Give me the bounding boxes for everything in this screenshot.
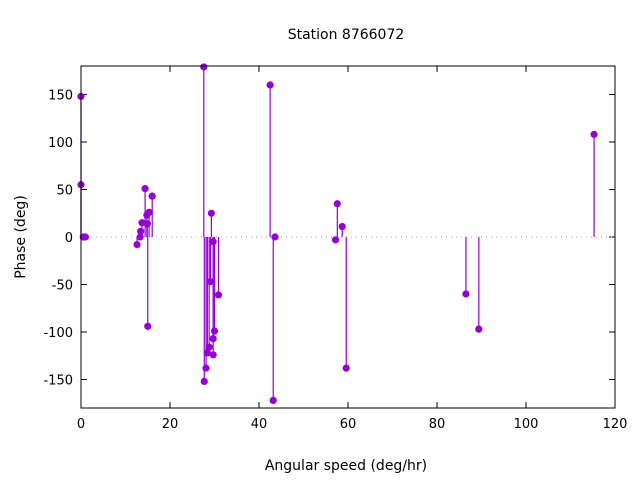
data-point — [210, 327, 219, 335]
data-point — [266, 81, 274, 89]
y-axis-label: Phase (deg) — [13, 195, 29, 279]
x-tick-label: 80 — [429, 417, 446, 432]
data-point — [143, 220, 151, 228]
x-tick-label: 120 — [603, 417, 628, 432]
data-point — [207, 209, 215, 217]
data-point — [209, 351, 217, 359]
data-point — [203, 349, 211, 357]
data-point — [214, 291, 223, 299]
data-point — [133, 241, 141, 249]
y-tick-label: -50 — [52, 279, 73, 294]
data-point — [200, 63, 208, 71]
x-tick-label: 20 — [162, 417, 179, 432]
y-tick-label: -100 — [43, 326, 73, 341]
data-point — [137, 227, 145, 235]
x-tick-label: 60 — [340, 417, 357, 432]
y-tick-label: 0 — [65, 231, 73, 246]
data-point — [209, 238, 217, 246]
data-point — [331, 236, 340, 244]
data-point — [269, 396, 277, 404]
y-tick-label: 50 — [56, 184, 73, 199]
data-point — [136, 233, 144, 241]
chart-title: Station 8766072 — [288, 27, 405, 43]
data-point — [333, 200, 341, 208]
data-point — [141, 184, 149, 193]
x-tick-label: 40 — [251, 417, 268, 432]
plot-frame — [80, 65, 616, 409]
y-tick-label: 150 — [48, 89, 73, 104]
data-point — [81, 233, 90, 241]
x-tick-label: 0 — [77, 417, 85, 432]
data-point — [462, 290, 470, 298]
data-point — [200, 377, 208, 385]
data-point — [271, 233, 279, 241]
data-point — [144, 322, 152, 330]
axis-ticks: 0 20 40 60 80 100 120 -150 -100 -50 0 50 100 150 — [43, 66, 627, 432]
data-point — [138, 219, 146, 227]
y-tick-label: 100 — [48, 136, 73, 151]
data-point — [205, 343, 213, 351]
data-point — [338, 222, 346, 231]
data-point — [209, 335, 217, 343]
data-point — [145, 208, 153, 216]
data-point — [202, 364, 210, 372]
data-point — [475, 325, 483, 333]
data-point — [148, 192, 156, 200]
data-point — [206, 278, 215, 286]
data-point — [590, 130, 598, 138]
y-tick-label: -150 — [43, 374, 73, 389]
data-point — [342, 364, 350, 372]
x-tick-label: 100 — [514, 417, 539, 432]
x-axis-label: Angular speed (deg/hr) — [265, 458, 427, 474]
data-marks — [77, 63, 598, 404]
